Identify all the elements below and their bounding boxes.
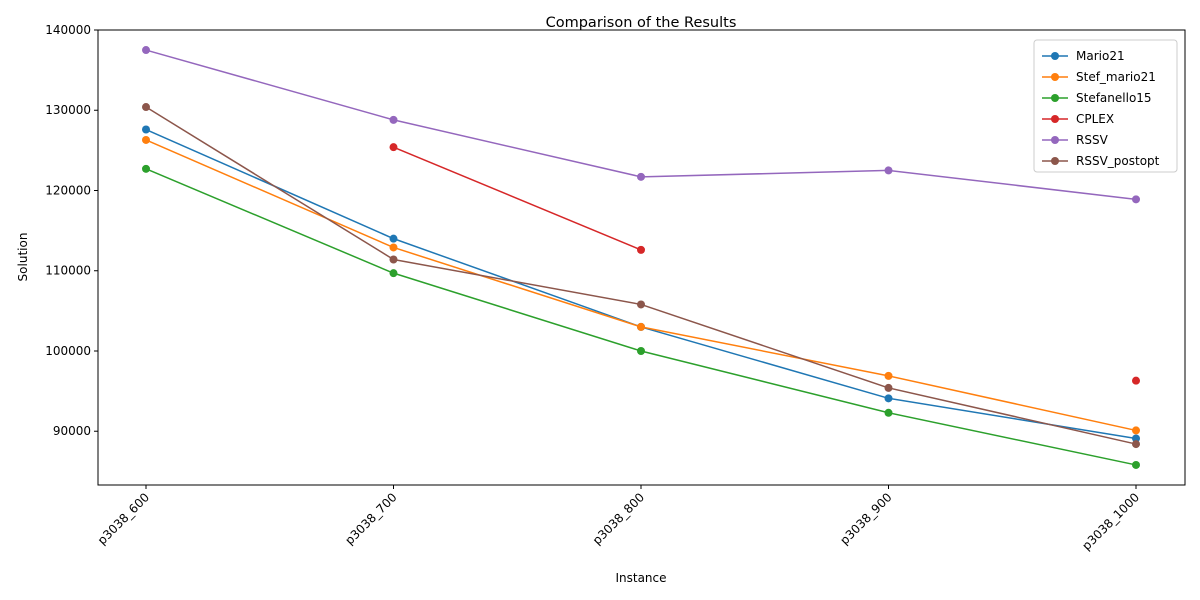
legend-label-stef-mario21: Stef_mario21: [1076, 70, 1156, 84]
chart-title: Comparison of the Results: [546, 15, 737, 31]
data-point-stefanello15: [142, 164, 150, 173]
y-tick-label: 90000: [53, 424, 91, 438]
y-tick-label: 140000: [45, 23, 91, 37]
data-point-rssv: [1132, 195, 1140, 204]
plot-frame: [97, 29, 1186, 486]
data-point-rssv: [884, 166, 893, 175]
data-point-rssv: [389, 115, 398, 124]
legend-box: [1033, 39, 1178, 173]
data-point-rssv: [637, 172, 645, 181]
legend-marker-rssv-postopt: [1051, 157, 1059, 165]
data-point-stefanello15: [1132, 460, 1140, 469]
legend-label-cplex: CPLEX: [1076, 112, 1114, 126]
legend-marker-stefanello15: [1051, 94, 1059, 102]
legend: Mario21 Stef_mario21 Stefanello15 CPLEX RSSV…: [1033, 39, 1178, 173]
data-point-mario21: [142, 125, 150, 134]
legend-label-mario21: Mario21: [1076, 49, 1125, 63]
y-tick-label: 120000: [45, 183, 91, 197]
data-point-rssv-postopt: [1132, 440, 1140, 449]
legend-marker-rssv: [1051, 136, 1059, 144]
data-point-mario21: [884, 394, 893, 403]
data-point-cplex: [1132, 376, 1140, 385]
legend-label-stefanello15: Stefanello15: [1076, 91, 1152, 105]
data-point-stef-mario21: [637, 322, 645, 331]
data-point-rssv-postopt: [389, 255, 398, 264]
y-tick-label: 110000: [45, 264, 91, 278]
x-axis-title: Instance: [615, 571, 666, 585]
data-point-rssv-postopt: [142, 103, 150, 112]
data-point-stef-mario21: [142, 135, 150, 144]
data-point-stefanello15: [884, 408, 893, 417]
legend-label-rssv-postopt: RSSV_postopt: [1076, 154, 1160, 168]
legend-marker-stef-mario21: [1051, 73, 1059, 81]
legend-marker-mario21: [1051, 52, 1059, 60]
data-point-rssv-postopt: [884, 383, 893, 392]
data-point-stef-mario21: [884, 371, 893, 380]
y-tick-label: 130000: [45, 103, 91, 117]
data-point-mario21: [1132, 434, 1140, 443]
y-tick-label: 100000: [45, 344, 91, 358]
data-point-cplex: [389, 143, 398, 152]
legend-marker-cplex: [1051, 115, 1059, 123]
series-line-cplex: [393, 146, 642, 251]
data-point-mario21: [389, 234, 398, 243]
data-point-cplex: [637, 245, 645, 254]
data-point-stefanello15: [389, 269, 398, 278]
data-point-stef-mario21: [389, 243, 398, 252]
data-point-rssv-postopt: [637, 300, 645, 309]
data-point-rssv: [142, 46, 150, 55]
data-point-stef-mario21: [1132, 426, 1140, 435]
legend-label-rssv: RSSV: [1076, 133, 1109, 147]
y-axis-title: Solution: [16, 233, 30, 282]
data-point-stefanello15: [637, 346, 645, 355]
